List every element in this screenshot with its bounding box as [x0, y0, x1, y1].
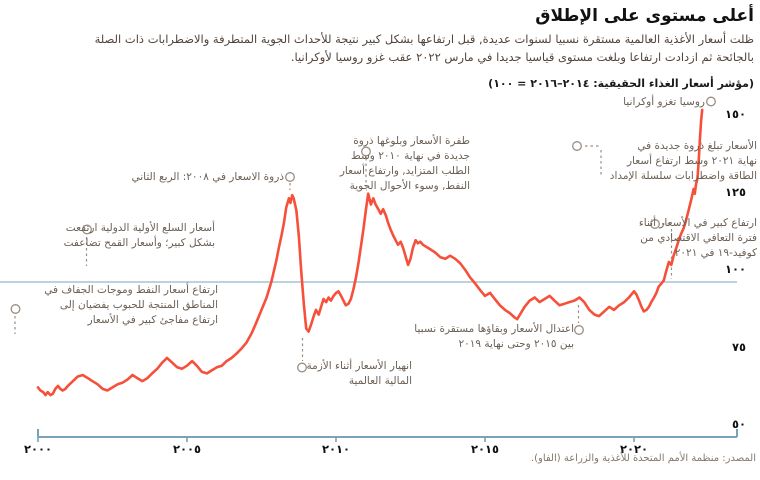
annotation-line: نهاية ٢٠٢١ وسط ارتفاع أسعار [626, 155, 757, 167]
annotation-line: جديدة في نهاية ٢٠١٠ وسط [351, 150, 470, 162]
annotation-line: ذروة الاسعار في ٢٠٠٨: الربع الثاني [131, 171, 285, 183]
annotation-line: ارتفاع مفاجئ كبير في الأسعار [87, 314, 218, 326]
annotation-line: ارتفاع كبير في الأسعار أثناء [638, 217, 757, 229]
price-line [36, 108, 704, 397]
annotation-line: انهيار الأسعار أثناء الأزمة [306, 360, 412, 372]
annotation-russia: روسيا تغزو أوكرانيا [623, 95, 705, 110]
annotation-marker-dot-collapse [297, 362, 307, 373]
annotation-line: روسيا تغزو أوكرانيا [623, 96, 705, 108]
annotation-line: النفط, وسوء الأحوال الجوية [349, 180, 470, 192]
annotation-marker-dot-russia [706, 96, 716, 107]
annotation-line: كوفيد-١٩ في ٢٠٢١ [674, 247, 757, 259]
annotation-line: ارتفاع أسعار النفط وموجات الجفاف في [44, 284, 218, 296]
annotation-oildrought: ارتفاع أسعار النفط وموجات الجفاف في المنا… [44, 283, 218, 328]
x-axis-label-2010: ٢٠١٠ [321, 442, 351, 456]
annotation-line: اعتدال الأسعار وبقاؤها مستقرة نسبيا [414, 323, 574, 335]
annotation-peak2008: ذروة الاسعار في ٢٠٠٨: الربع الثاني [132, 170, 285, 185]
annotation-line: الطاقة واضطرابات سلسلة الإمداد [609, 170, 757, 182]
annotation-marker-dot-covid [650, 219, 660, 229]
annotation-covid: ارتفاع كبير في الأسعار أثناء فترة التعافي… [639, 216, 757, 261]
x-axis [37, 429, 738, 442]
annotation-line: المناطق المنتجة للحبوب يفضيان إلى [59, 299, 218, 311]
annotation-line: المالية العالمية [348, 375, 412, 387]
x-axis-label-2015: ٢٠١٥ [470, 442, 500, 456]
annotation-line: أسعار السلع الأولية الدولية ارتفعت [65, 222, 215, 234]
annotation-commodities: أسعار السلع الأولية الدولية ارتفعت بشكل ك… [64, 221, 215, 251]
annotation-marker-dot-oildrought [10, 304, 21, 314]
annotation-marker-dot-commodities [82, 224, 92, 235]
annotation-peak2021: الأسعار تبلغ ذروة جديدة في نهاية ٢٠٢١ وسط… [610, 139, 757, 184]
x-axis-label-2005: ٢٠٠٥ [172, 442, 202, 456]
y-axis-label-150: ١٥٠ [724, 107, 746, 121]
y-axis-label-75: ٧٥ [731, 339, 746, 354]
y-axis-label-50: ٥٠ [731, 417, 746, 431]
annotation-marker-dot-moderate [574, 325, 584, 335]
annotation-marker-dot-surge2010 [361, 146, 371, 157]
page-title: أعلى مستوى على الإطلاق [535, 6, 754, 26]
annotation-marker-dot-peak2008 [285, 172, 295, 182]
y-axis-label-125: ١٢٥ [724, 184, 746, 199]
annotation-line: بين ٢٠١٥ وحتى نهاية ٢٠١٩ [458, 338, 574, 350]
annotation-line: فترة التعافي الاقتصادي من [640, 232, 757, 244]
annotation-line: بشكل كبير؛ وأسعار القمح تضاعفت [63, 237, 215, 249]
annotation-line: الأسعار تبلغ ذروة جديدة في [637, 140, 757, 152]
annotation-line: طفرة الأسعار وبلوغها ذروة [353, 135, 470, 147]
annotation-surge2010: طفرة الأسعار وبلوغها ذروة جديدة في نهاية … [340, 134, 470, 194]
chart-subtitle: ظلت أسعار الأغذية العالمية مستقرة نسبيا … [94, 32, 754, 64]
annotation-marker-dots [10, 96, 716, 373]
x-axis-label-2020: ٢٠٢٠ [619, 442, 649, 456]
y-axis-label-100: ١٠٠ [724, 262, 746, 276]
annotation-pointers [14, 145, 673, 361]
annotation-line: الطلب المتزايد, وارتفاع أسعار [339, 165, 470, 177]
source-credit: المصدر: منظمة الأمم المتحدة للأغذية والز… [530, 453, 756, 464]
annotation-moderate: اعتدال الأسعار وبقاؤها مستقرة نسبيا بين ٢… [414, 322, 574, 352]
index-base-note: (مؤشر أسعار الغذاء الحقيقية: ٢٠١٤–٢٠١٦ =… [488, 77, 754, 90]
annotation-marker-dot-peak2021 [572, 141, 582, 151]
annotation-collapse: انهيار الأسعار أثناء الأزمة المالية العال… [306, 359, 412, 389]
x-axis-label-2000: ٢٠٠٠ [23, 442, 53, 456]
